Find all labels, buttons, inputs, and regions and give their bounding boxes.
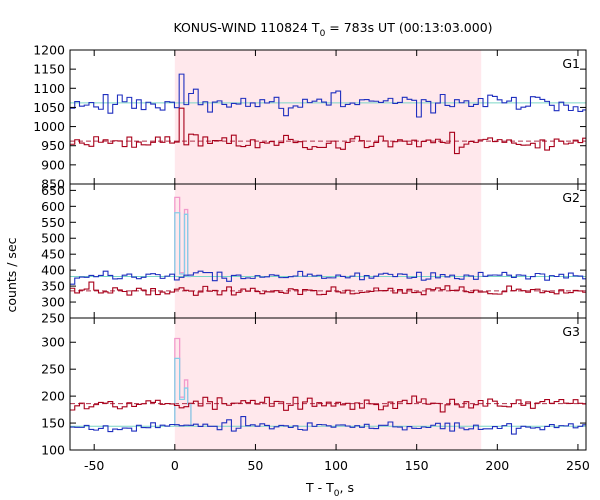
panel-plot-area: [70, 196, 586, 296]
series-step-red: [70, 107, 586, 155]
x-tick-label: 100: [324, 458, 348, 473]
y-tick-label: 300: [41, 335, 65, 350]
panel-frame: [69, 317, 587, 451]
panels-group: 85090095010001050110011501200G1250300350…: [33, 43, 590, 474]
series-step-blue: [70, 416, 586, 435]
y-tick-label: 1100: [33, 81, 65, 96]
y-axis-label: counts / sec: [4, 237, 19, 312]
panel-g1: 850 900 950 1000 1050 1100 1150 1200 G1: [33, 43, 587, 192]
x-tick-label: 250: [566, 458, 590, 473]
y-tick-label: 600: [41, 199, 65, 214]
series-step-red: [70, 395, 586, 413]
y-tick-label: 200: [41, 389, 65, 404]
panel-tag: G1: [562, 56, 580, 71]
y-tick-label: 1000: [33, 119, 65, 134]
series-step-blue: [70, 270, 586, 285]
y-tick-label: 850: [41, 177, 65, 192]
panel-tag: G3: [562, 324, 580, 339]
y-tick-label: 1200: [33, 43, 65, 58]
y-tick-label: 450: [41, 247, 65, 262]
y-tick-label: 400: [41, 263, 65, 278]
y-tick-label: 950: [41, 138, 65, 153]
burst-spike-light-blue: [174, 212, 191, 278]
title-main: KONUS-WIND 110824 T: [173, 20, 319, 35]
x-axis-label: T - T0, s: [305, 480, 354, 499]
x-tick-label: 200: [485, 458, 509, 473]
title-rest: = 783s UT (00:13:03.000): [325, 20, 492, 35]
chart-title: KONUS-WIND 110824 T0 = 783s UT (00:13:03…: [173, 20, 492, 39]
xlabel-rest: , s: [340, 480, 354, 495]
panel-g3: 100 150 200 250 300 -50 0 50 100 150 200 250 G3: [41, 317, 590, 473]
panel-tag: G2: [562, 190, 580, 205]
y-tick-label: 250: [41, 311, 65, 326]
panel-plot-area: [70, 73, 586, 155]
y-tick-label: 900: [41, 157, 65, 172]
y-tick-label: 150: [41, 416, 65, 431]
series-step-red: [70, 281, 586, 296]
series-step-blue: [70, 73, 586, 118]
title-subscript: 0: [320, 29, 326, 39]
y-tick-label: 500: [41, 231, 65, 246]
x-tick-label: 0: [171, 458, 179, 473]
x-tick-label: 150: [405, 458, 429, 473]
y-tick-label: 1050: [33, 100, 65, 115]
y-tick-label: 1150: [33, 62, 65, 77]
y-tick-label: 350: [41, 279, 65, 294]
panel-plot-area: [70, 337, 586, 435]
y-tick-label: 250: [41, 362, 65, 377]
y-tick-label: 650: [41, 183, 65, 198]
y-tick-label: 100: [41, 443, 65, 458]
x-tick-label: -50: [84, 458, 104, 473]
highlight-band: [174, 50, 482, 184]
xlabel-main: T - T: [305, 480, 334, 495]
y-tick-label: 300: [41, 295, 65, 310]
y-tick-label: 550: [41, 215, 65, 230]
xlabel-subscript: 0: [334, 489, 340, 499]
x-tick-label: 50: [247, 458, 263, 473]
highlight-band: [174, 184, 482, 318]
